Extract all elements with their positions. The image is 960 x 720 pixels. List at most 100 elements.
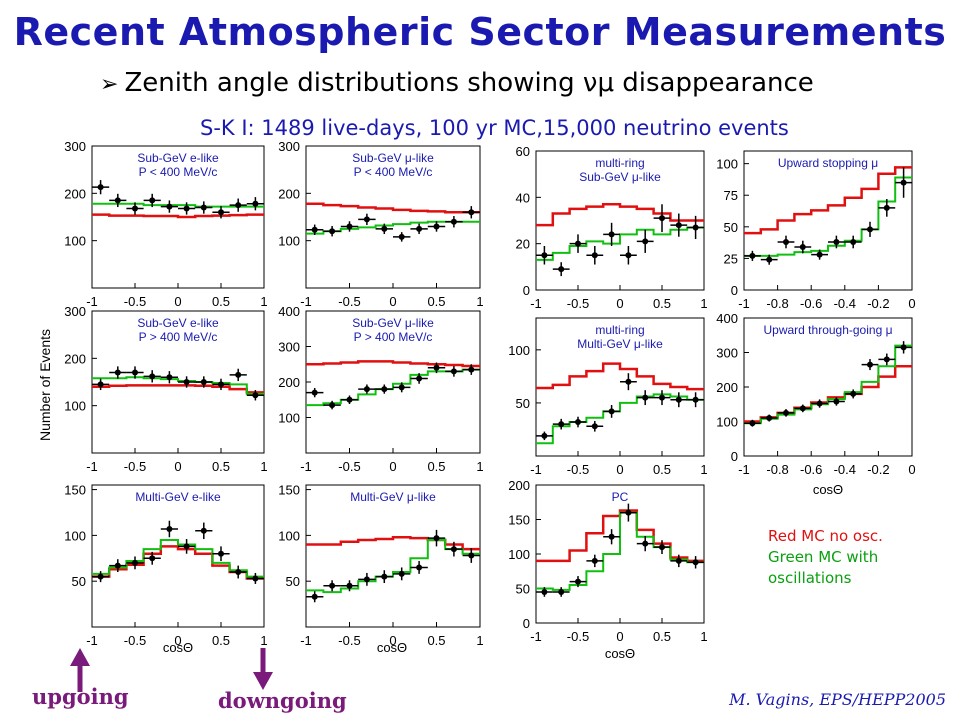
- data-point: [195, 522, 213, 540]
- data-marker: [575, 578, 581, 585]
- data-point: [760, 254, 778, 265]
- data-marker: [97, 184, 104, 191]
- green-mc-osc-histogram: [536, 511, 704, 591]
- red-mc-no-osc-histogram: [92, 213, 264, 219]
- y-tick-label: 150: [508, 513, 530, 528]
- y-tick-label: 25: [724, 251, 738, 266]
- x-tick-label: 1: [700, 629, 707, 644]
- y-tick-label: 300: [64, 139, 86, 154]
- data-point: [126, 366, 144, 379]
- data-marker: [867, 361, 873, 368]
- data-point: [777, 409, 795, 417]
- x-tick-label: 0: [389, 633, 396, 648]
- subtitle: ➢ Zenith angle distributions showing νμ d…: [100, 68, 814, 98]
- data-point: [536, 245, 553, 265]
- data-point: [306, 591, 324, 603]
- data-point: [687, 556, 704, 569]
- downgoing-arrow-icon: [253, 672, 273, 690]
- data-point: [536, 431, 553, 441]
- data-marker: [850, 390, 857, 397]
- chart-panel: 0 50 100 150 200 -1 -0.5 0 0.5 1 PC: [508, 478, 707, 644]
- data-marker: [591, 557, 598, 564]
- data-marker: [252, 200, 259, 207]
- data-marker: [816, 251, 823, 258]
- y-tick-label: 40: [516, 190, 530, 205]
- data-point: [620, 373, 637, 391]
- data-point: [687, 215, 704, 240]
- data-point: [109, 559, 127, 573]
- data-point: [160, 200, 178, 213]
- data-marker: [363, 576, 370, 583]
- x-tick-label: 0.5: [212, 459, 230, 474]
- legend-red-label: Red MC no osc.: [768, 527, 883, 545]
- y-tick-label: 50: [516, 396, 530, 411]
- data-point: [393, 567, 411, 581]
- data-point: [586, 554, 604, 568]
- data-point: [229, 565, 247, 579]
- red-mc-no-osc-histogram: [306, 202, 480, 214]
- y-tick-label: 100: [64, 528, 86, 543]
- data-point: [620, 245, 637, 265]
- y-tick-label: 100: [716, 157, 738, 172]
- data-point: [358, 213, 376, 226]
- data-marker: [659, 544, 665, 551]
- data-point: [323, 400, 341, 410]
- data-point: [427, 221, 446, 232]
- data-marker: [200, 527, 207, 534]
- data-marker: [575, 240, 581, 247]
- plot-frame: [305, 310, 481, 454]
- data-point: [92, 180, 110, 195]
- y-tick-label: 100: [64, 234, 86, 249]
- data-marker: [783, 238, 789, 245]
- data-marker: [329, 228, 336, 235]
- data-point: [246, 197, 264, 211]
- data-point: [160, 371, 178, 384]
- legend-green-label-2: oscillations: [768, 569, 852, 587]
- bullet-arrow-icon: ➢: [100, 72, 119, 97]
- x-tick-label: 1: [700, 462, 707, 477]
- data-marker: [642, 540, 649, 547]
- data-marker: [468, 209, 475, 216]
- x-tick-label: 0.5: [212, 294, 230, 309]
- data-marker: [625, 378, 632, 385]
- data-marker: [783, 409, 789, 416]
- data-marker: [558, 266, 565, 273]
- dataset-note: S-K I: 1489 live-days, 100 yr MC,15,000 …: [200, 116, 789, 140]
- x-tick-label: 0.5: [653, 296, 671, 311]
- data-point: [670, 213, 688, 237]
- data-point: [811, 249, 828, 260]
- data-marker: [346, 223, 353, 230]
- data-point: [744, 419, 761, 427]
- data-marker: [468, 552, 475, 559]
- data-point: [126, 556, 144, 570]
- y-tick-label: 400: [716, 311, 738, 326]
- data-marker: [883, 204, 890, 211]
- data-marker: [883, 356, 890, 363]
- legend: Red MC no osc. Green MC with oscillation…: [768, 526, 883, 589]
- data-marker: [692, 224, 699, 231]
- data-marker: [558, 421, 565, 428]
- y-tick-label: 300: [278, 139, 300, 154]
- data-point: [358, 572, 376, 586]
- data-marker: [816, 400, 823, 407]
- data-marker: [200, 379, 207, 385]
- upgoing-label: upgoing: [32, 684, 129, 709]
- data-point: [143, 370, 161, 383]
- x-tick-label: 0: [908, 296, 915, 311]
- data-point: [178, 202, 196, 215]
- y-tick-label: 200: [508, 478, 530, 493]
- x-tick-label: 0: [616, 462, 623, 477]
- data-point: [427, 529, 446, 547]
- data-marker: [97, 381, 104, 388]
- plot-frame: [305, 145, 481, 289]
- data-point: [375, 384, 393, 394]
- data-marker: [450, 368, 457, 375]
- data-marker: [114, 197, 121, 204]
- green-mc-osc-histogram: [744, 176, 912, 257]
- y-tick-label: 300: [278, 340, 300, 355]
- downgoing-label: downgoing: [218, 688, 347, 713]
- data-point: [323, 580, 341, 592]
